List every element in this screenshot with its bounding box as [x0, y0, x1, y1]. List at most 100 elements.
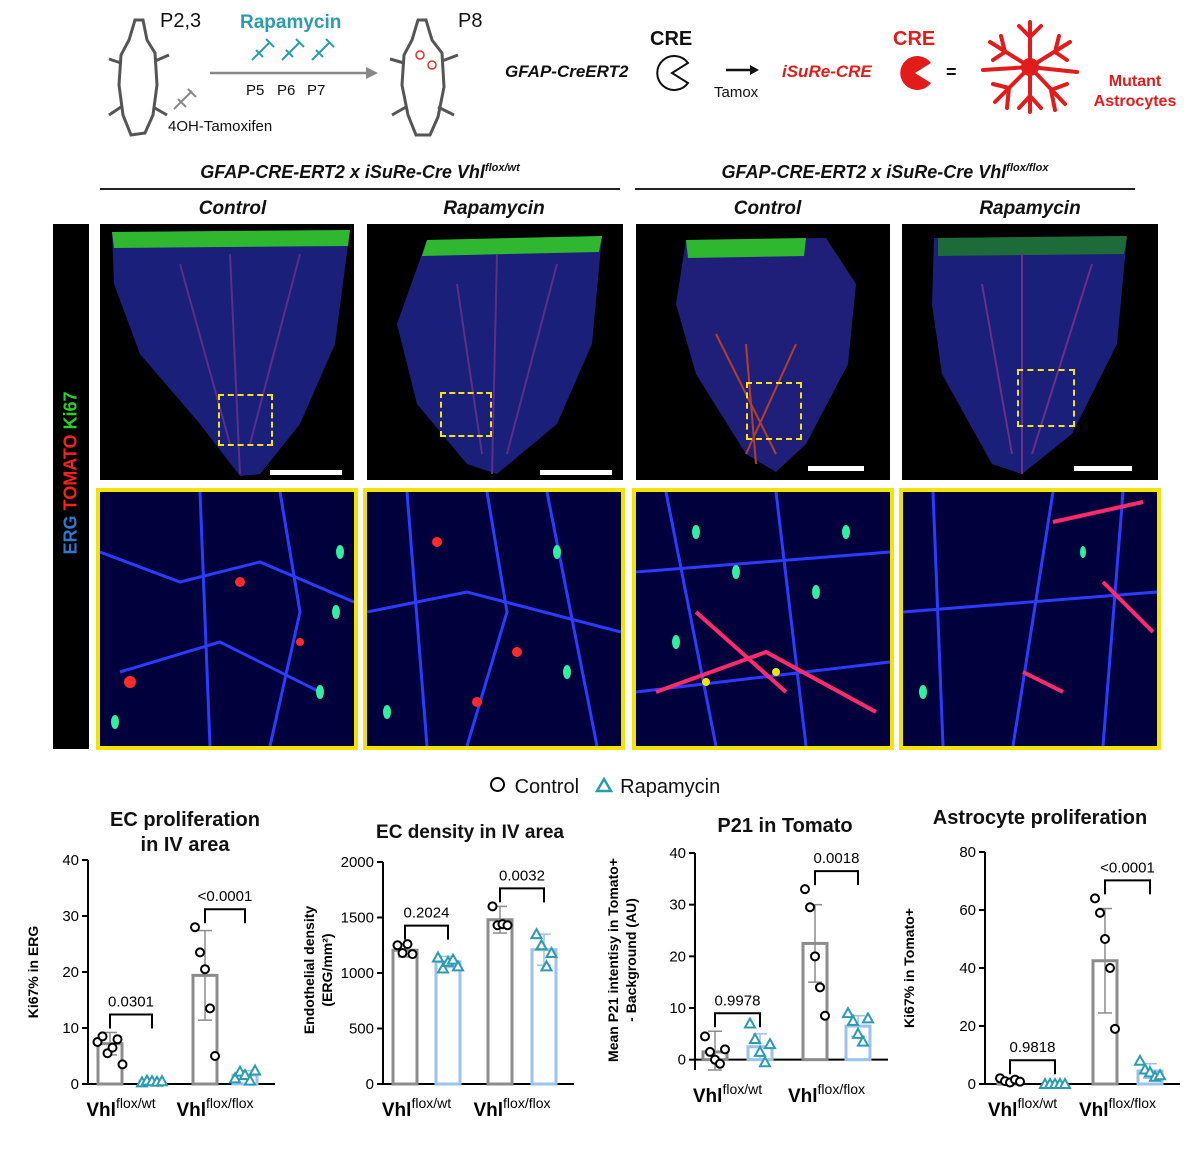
control-point: [820, 1010, 830, 1021]
rapamycin-bar: [434, 960, 462, 1086]
header-divider-homo: [635, 188, 1135, 190]
rapamycin-point: [1153, 1068, 1167, 1081]
y-tick-label: 80: [959, 844, 976, 861]
chart-title-p21: P21 in Tomato: [717, 815, 853, 837]
condition-label-2: Rapamycin: [443, 198, 545, 219]
cre-red-label: CRE: [893, 28, 936, 50]
p-value-label: 0.0301: [108, 993, 154, 1010]
control-point: [502, 920, 513, 931]
condition-label-3: Control: [733, 198, 802, 219]
significance-bracket: [499, 887, 545, 903]
rapamycin-point: [534, 938, 549, 951]
control-point: [1105, 963, 1115, 973]
control-point: [805, 902, 815, 913]
p-value-label: 0.0032: [499, 867, 545, 884]
injection-syringes-icon: [251, 38, 335, 61]
scale-bar: [808, 466, 864, 471]
rapamycin-point: [763, 1037, 777, 1050]
group-label: Vhlflox/flox: [1079, 1095, 1156, 1121]
scale-bar: [540, 470, 612, 475]
header-divider-het: [100, 188, 620, 190]
zoom-panel-4: [899, 488, 1161, 750]
rapamycin-point: [228, 1071, 242, 1084]
control-point: [402, 939, 413, 950]
rapamycin-point: [544, 945, 559, 959]
retina-overview-2: [367, 224, 623, 480]
rapamycin-point: [155, 1074, 169, 1087]
rapamycin-point: [243, 1073, 257, 1086]
significance-bracket: [814, 870, 859, 886]
y-tick-label: 40: [62, 852, 79, 869]
control-point: [815, 982, 825, 993]
stain-labels: ERG TOMATO Ki67: [60, 391, 81, 555]
cre-pacman-icon: [656, 55, 690, 91]
legend: Control Rapamycin: [490, 776, 720, 799]
rapamycin-point: [446, 952, 460, 965]
zoom-panel-3: [632, 488, 894, 750]
control-point: [705, 1046, 715, 1057]
significance-bracket: [109, 1013, 153, 1029]
tamox-label: Tamox: [714, 84, 759, 101]
chart-title-ec-density: EC density in IV area: [376, 822, 564, 843]
group-label: Vhlflox/wt: [988, 1095, 1057, 1121]
p-value-label: 0.0018: [814, 850, 860, 867]
tamoxifen-label: 4OH-Tamoxifen: [168, 118, 273, 135]
group-label: Vhlflox/flox: [788, 1081, 865, 1107]
y-tick-label: 1500: [341, 910, 374, 927]
p-value-label: 0.9978: [715, 992, 761, 1009]
rapamycin-label: Rapamycin: [240, 12, 342, 33]
mutant-astrocytes-label: Mutant Astrocytes: [1093, 73, 1177, 110]
control-point: [800, 884, 810, 895]
mouse-pup-icon: [108, 18, 170, 137]
y-tick-label: 40: [669, 845, 686, 862]
syringe-icon: [173, 88, 197, 110]
y-axis-label-2: (ERG/mm²): [319, 933, 335, 1006]
day-p6: P6: [277, 82, 296, 99]
control-point: [810, 951, 820, 962]
rapamycin-point: [539, 959, 554, 972]
rapamycin-point: [753, 1044, 767, 1057]
y-tick-label: 60: [959, 902, 976, 919]
y-tick-label: 0: [678, 1052, 686, 1069]
y-axis-label: Endothelial density: [301, 906, 317, 1035]
significance-bracket: [1104, 879, 1151, 895]
group-label: Vhlflox/wt: [693, 1081, 762, 1107]
control-point: [112, 1034, 123, 1045]
y-tick-label: 20: [62, 964, 79, 981]
control-point: [487, 901, 498, 912]
y-tick-label: 40: [959, 960, 976, 977]
rapamycin-point: [748, 1031, 762, 1044]
y-axis-label: Ki67% in Tomato+: [901, 908, 917, 1028]
zoom-region-box: [440, 392, 492, 437]
control-point: [210, 1051, 220, 1061]
control-point: [1090, 893, 1100, 904]
rapamycin-point: [743, 1016, 757, 1029]
rapamycin-point: [1133, 1053, 1147, 1066]
rapamycin-point: [436, 961, 450, 974]
zoom-region-box: [746, 382, 802, 440]
rapamycin-marker-icon: [594, 776, 613, 793]
rapamycin-point: [1143, 1065, 1157, 1078]
control-point: [1015, 1076, 1025, 1087]
y-tick-label: 0: [71, 1076, 79, 1093]
zoom-region-box: [1017, 369, 1075, 427]
p-value-label: 0.9818: [1010, 1039, 1056, 1056]
retina-overview-1: [100, 224, 354, 480]
control-point: [397, 948, 408, 959]
genotype-header-homo: GFAP-CRE-ERT2 x iSuRe-Cre Vhlflox/flox: [721, 162, 1049, 182]
rapamycin-point: [1058, 1076, 1072, 1089]
control-point: [407, 949, 418, 960]
y-tick-label: 500: [349, 1021, 374, 1038]
y-tick-label: 10: [669, 1000, 686, 1017]
rapamycin-point: [238, 1067, 252, 1081]
y-tick-label: 0: [968, 1076, 976, 1093]
scale-bar: [270, 470, 342, 475]
control-point: [1095, 907, 1105, 918]
p-value-label: 0.2024: [404, 905, 450, 922]
cre-red-pacman-icon: [900, 56, 931, 90]
rapamycin-point: [758, 1055, 772, 1068]
rapamycin-point: [248, 1063, 262, 1076]
control-point: [715, 1058, 725, 1069]
retina-overview-4: [902, 224, 1158, 480]
rapamycin-point: [861, 1011, 875, 1024]
